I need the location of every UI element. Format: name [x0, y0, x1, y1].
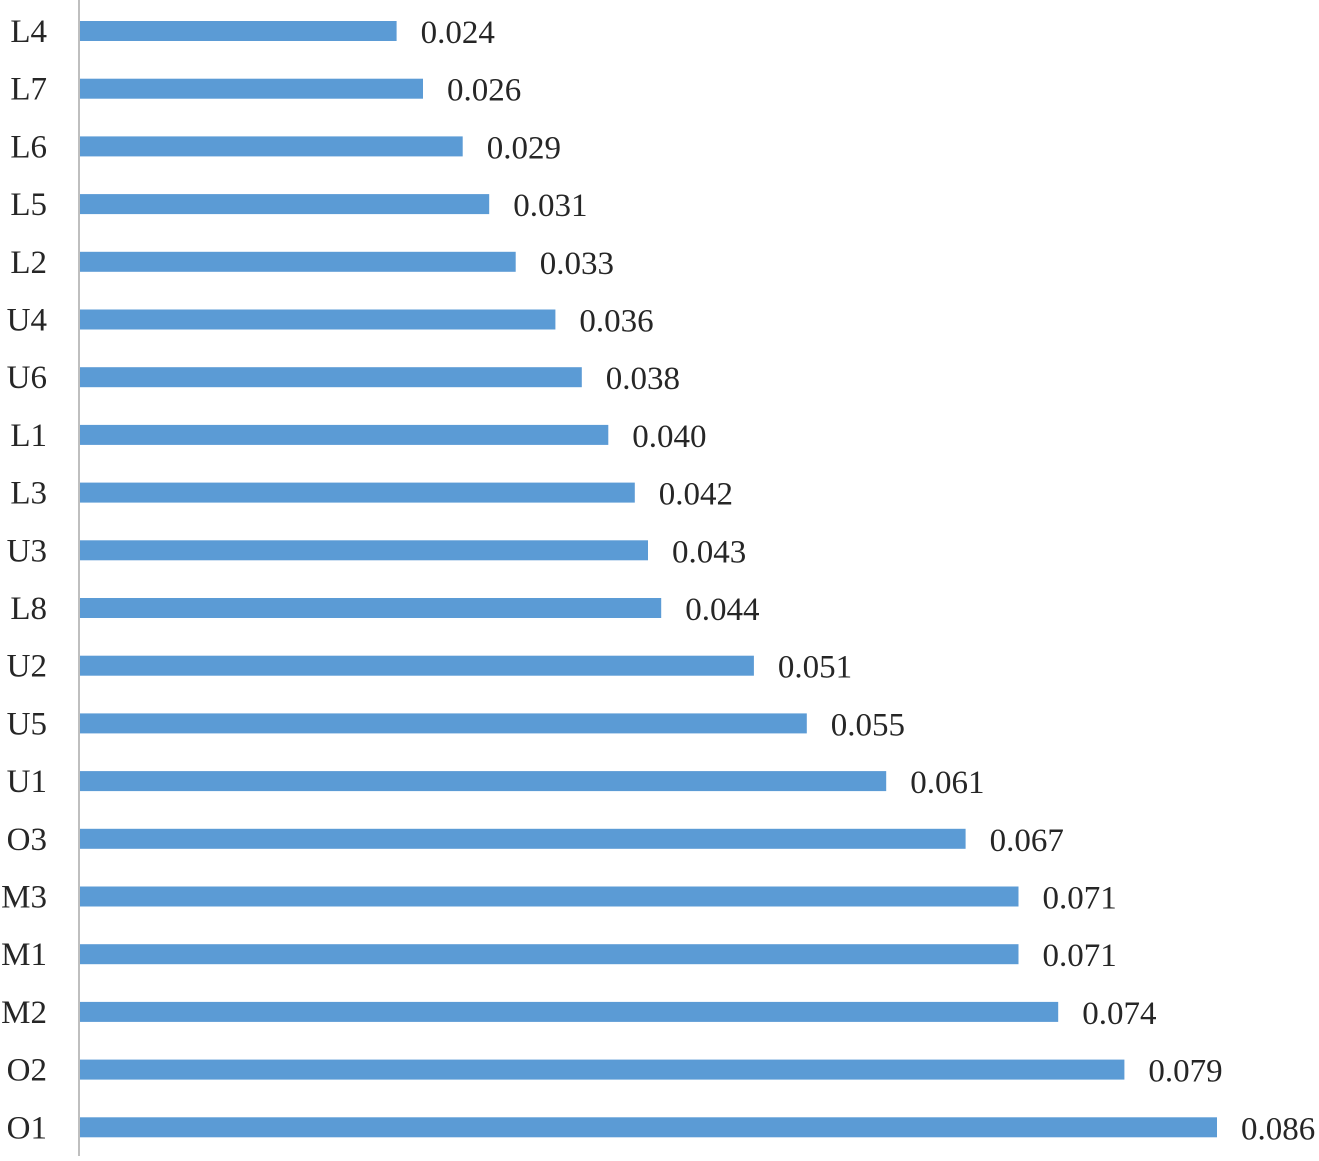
bar-l8 [80, 598, 662, 618]
category-label-l3: L3 [10, 476, 47, 512]
value-label-l3: 0.042 [659, 477, 733, 513]
value-label-l6: 0.029 [487, 130, 561, 166]
value-label-m2: 0.074 [1082, 996, 1156, 1032]
bar-l5 [80, 194, 490, 215]
category-label-u2: U2 [7, 649, 47, 685]
bar-m1 [80, 944, 1019, 965]
category-label-l5: L5 [10, 187, 47, 223]
category-label-l2: L2 [10, 245, 47, 281]
value-label-m3: 0.071 [1043, 881, 1117, 917]
category-label-o2: O2 [7, 1053, 47, 1089]
value-label-u5: 0.055 [831, 707, 905, 743]
category-label-u1: U1 [7, 764, 47, 800]
bar-u6 [80, 367, 582, 388]
bar-u3 [80, 540, 648, 561]
category-label-l4: L4 [10, 14, 47, 50]
value-label-u2: 0.051 [778, 650, 852, 686]
bar-l7 [80, 78, 423, 99]
bar-u4 [80, 309, 556, 330]
bars-group [80, 21, 1217, 1138]
value-label-l2: 0.033 [540, 246, 614, 282]
value-labels: 0.024 0.026 0.029 0.031 0.033 0.036 0.038 0.040… [421, 15, 1316, 1147]
bar-l4 [80, 21, 397, 41]
value-label-l8: 0.044 [685, 592, 759, 628]
category-label-o3: O3 [7, 822, 47, 858]
category-label-l7: L7 [10, 72, 47, 108]
category-label-m2: M2 [1, 995, 47, 1031]
bar-u2 [80, 655, 754, 676]
value-label-u1: 0.061 [910, 765, 984, 801]
bar-u1 [80, 771, 887, 792]
category-label-l1: L1 [10, 418, 47, 454]
bar-o1 [80, 1117, 1217, 1138]
category-label-l6: L6 [10, 129, 47, 165]
value-label-o2: 0.079 [1148, 1054, 1222, 1090]
value-label-l7: 0.026 [447, 73, 521, 109]
category-label-o1: O1 [7, 1110, 47, 1146]
category-labels: L4 L7 L6 L5 L2 U4 U6 L1 L3 U3 L8 U2 U5 U1 O3 M3 M1 M2 O2 O1 [1, 14, 47, 1146]
bar-l1 [80, 424, 609, 445]
category-label-l8: L8 [10, 591, 47, 627]
bar-m3 [80, 886, 1019, 907]
value-label-l5: 0.031 [513, 188, 587, 224]
bar-l6 [80, 136, 463, 157]
value-label-l4: 0.024 [421, 15, 495, 51]
value-label-m1: 0.071 [1043, 938, 1117, 974]
bar-m2 [80, 1001, 1059, 1022]
bar-l3 [80, 482, 635, 503]
value-label-u6: 0.038 [606, 361, 680, 397]
bar-u5 [80, 713, 807, 734]
category-label-u4: U4 [7, 303, 47, 339]
category-label-u5: U5 [7, 706, 47, 742]
value-label-u4: 0.036 [579, 304, 653, 340]
bar-o3 [80, 828, 966, 849]
category-label-u6: U6 [7, 360, 47, 396]
value-label-u3: 0.043 [672, 534, 746, 570]
category-label-u3: U3 [7, 533, 47, 569]
value-label-l1: 0.040 [632, 419, 706, 455]
value-label-o1: 0.086 [1241, 1111, 1315, 1147]
bar-o2 [80, 1059, 1125, 1080]
category-label-m3: M3 [1, 880, 47, 916]
value-label-o3: 0.067 [990, 823, 1064, 859]
category-label-m1: M1 [1, 937, 47, 973]
bar-l2 [80, 251, 516, 272]
